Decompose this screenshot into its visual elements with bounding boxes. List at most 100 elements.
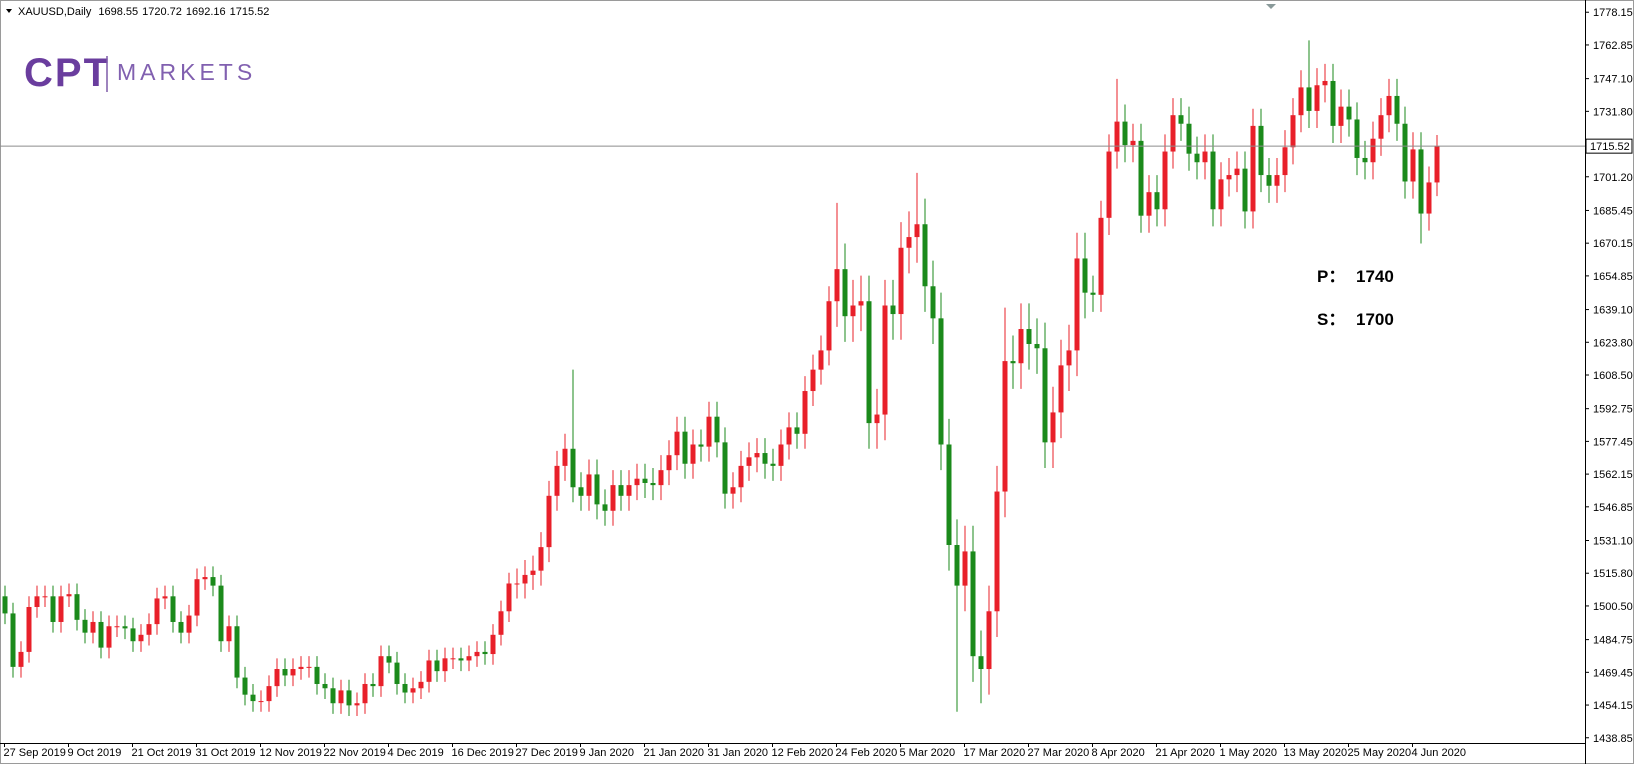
header-low: 1692.16 (186, 6, 226, 18)
candle-body (1274, 175, 1280, 186)
candle-body (1090, 292, 1096, 295)
candle-body (298, 666, 304, 670)
candle-body (834, 269, 840, 302)
y-tick-label: 1747.10 (1593, 74, 1633, 86)
candle-body (1154, 192, 1160, 210)
candle-body (690, 444, 696, 464)
y-tick-label: 1701.20 (1593, 172, 1633, 184)
candle-body (90, 621, 96, 633)
annotation-label: S： (1317, 310, 1345, 329)
candle-body (1074, 258, 1080, 351)
x-tick-label: 13 May 2020 (1284, 747, 1348, 759)
candle-body (410, 688, 416, 693)
candle-body (170, 596, 176, 622)
candle-body (178, 621, 184, 633)
y-tick-label: 1562.15 (1593, 469, 1633, 481)
candle-body (882, 305, 888, 415)
candle-body (1186, 123, 1192, 154)
x-tick-label: 4 Dec 2019 (388, 747, 444, 759)
candle-body (594, 474, 600, 505)
candle-body (1394, 95, 1400, 124)
candle-body (1386, 95, 1392, 116)
candle-body (1114, 121, 1120, 152)
x-tick-label: 21 Apr 2020 (1156, 747, 1215, 759)
candle-body (138, 634, 144, 642)
candle-body (890, 305, 896, 315)
candle-body (786, 427, 792, 445)
candle-body (42, 596, 48, 598)
candle-body (682, 431, 688, 464)
candle-body (466, 656, 472, 661)
candle-body (82, 619, 88, 633)
candle-body (522, 574, 528, 584)
x-tick-label: 27 Sep 2019 (4, 747, 66, 759)
x-tick-label: 17 Mar 2020 (964, 747, 1026, 759)
candle-body (1338, 106, 1344, 126)
candle-body (74, 594, 80, 620)
header-high: 1720.72 (142, 6, 182, 18)
candle-body (802, 391, 808, 434)
candle-body (1370, 138, 1376, 163)
candle-body (242, 677, 248, 695)
candle-body (602, 504, 608, 511)
candle-body (218, 585, 224, 642)
candle-body (1250, 125, 1256, 212)
y-tick-label: 1500.50 (1593, 601, 1633, 613)
candle-body (322, 683, 328, 689)
candle-body (634, 478, 640, 486)
candle-body (658, 470, 664, 486)
candle-body (258, 701, 264, 703)
candle-body (378, 656, 384, 687)
candle-body (1354, 119, 1360, 158)
y-tick-label: 1577.45 (1593, 436, 1633, 448)
candle-body (1226, 175, 1232, 180)
candles (2, 40, 1440, 717)
candle-body (234, 626, 240, 678)
y-tick-label: 1654.85 (1593, 271, 1633, 283)
y-tick-label: 1639.10 (1593, 305, 1633, 317)
candle-body (418, 681, 424, 689)
y-tick-label: 1731.80 (1593, 106, 1633, 118)
candle-body (1290, 115, 1296, 148)
candle-body (1082, 258, 1088, 293)
candle-body (1042, 348, 1048, 443)
candle-body (546, 495, 552, 548)
candle-body (482, 651, 488, 655)
candle-body (850, 305, 856, 317)
candle-body (810, 369, 816, 392)
candle-body (282, 669, 288, 676)
candle-body (474, 651, 480, 657)
candle-body (770, 463, 776, 466)
candle-body (874, 414, 880, 424)
candle-body (1218, 179, 1224, 210)
candle-body (2, 596, 8, 614)
candle-body (938, 318, 944, 445)
candle-body (434, 660, 440, 672)
candle-body (26, 607, 32, 652)
candle-body (402, 683, 408, 693)
candle-body (586, 474, 592, 496)
x-tick-label: 9 Oct 2019 (68, 747, 122, 759)
candle-body (1178, 115, 1184, 124)
candle-body (842, 269, 848, 317)
candle-body (10, 613, 16, 667)
x-tick-label: 5 Mar 2020 (900, 747, 956, 759)
candle-body (1058, 365, 1064, 413)
candle-body (194, 579, 200, 616)
candle-body (58, 596, 64, 622)
x-tick-label: 12 Nov 2019 (260, 747, 322, 759)
candle-body (746, 457, 752, 466)
candle-body (362, 683, 368, 704)
symbol: XAUUSD,Daily (18, 6, 92, 18)
x-tick-label: 25 May 2020 (1348, 747, 1412, 759)
candle-body (674, 431, 680, 456)
x-tick-label: 8 Apr 2020 (1092, 747, 1145, 759)
candle-body (762, 453, 768, 464)
candle-body (1194, 153, 1200, 163)
x-tick-label: 1 May 2020 (1220, 747, 1277, 759)
candle-body (1034, 343, 1040, 349)
x-tick-label: 21 Oct 2019 (132, 747, 192, 759)
candle-body (754, 453, 760, 458)
candle-body (1378, 115, 1384, 139)
